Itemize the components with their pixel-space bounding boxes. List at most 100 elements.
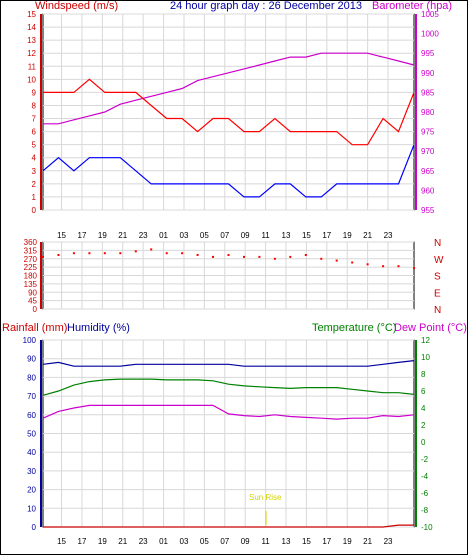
hour-tick-label-top: 03 — [180, 231, 189, 240]
direction-point — [258, 255, 261, 258]
compass-label: S — [434, 272, 441, 283]
hour-tick-label-bottom: 21 — [118, 537, 127, 546]
baro-ytick-label: 980 — [421, 108, 435, 117]
temp-ytick-label: -10 — [421, 523, 433, 532]
hour-tick-label-bottom: 19 — [98, 537, 107, 546]
hour-tick-label-bottom: 13 — [282, 537, 291, 546]
hour-tick-label-top: 15 — [302, 231, 311, 240]
hour-tick-label-top: 01 — [159, 231, 168, 240]
wind-ytick-label: 0 — [32, 206, 37, 215]
temp-ytick-label: 0 — [421, 438, 426, 447]
baro-ytick-label: 960 — [421, 186, 435, 195]
wind-ytick-label: 6 — [32, 128, 37, 137]
wind-ytick-label: 10 — [27, 75, 36, 84]
dewpoint-line — [42, 404, 415, 420]
baro-ytick-label: 990 — [421, 69, 435, 78]
baro-ytick-label: 955 — [421, 206, 435, 215]
compass-label: E — [434, 288, 441, 299]
wind-ytick-label: 13 — [27, 36, 36, 45]
hour-tick-label-bottom: 05 — [200, 537, 209, 546]
wind-ytick-label: 14 — [27, 23, 36, 32]
grid-layer — [43, 13, 414, 528]
humidity-label: Humidity (%) — [67, 322, 130, 334]
hour-tick-label-top: 09 — [241, 231, 250, 240]
windspeed-axis-title: Windspeed (m/s) — [35, 0, 118, 12]
humidity-ytick-label: 10 — [27, 504, 36, 513]
temp-ytick-label: 12 — [421, 336, 430, 345]
temp-ytick-label: 10 — [421, 353, 430, 362]
dir-ytick-label: 180 — [24, 272, 38, 281]
compass-label: W — [434, 255, 444, 266]
temp-ytick-label: 8 — [421, 370, 426, 379]
compass-label: N — [434, 305, 441, 316]
hour-tick-label-top: 19 — [343, 231, 352, 240]
baro-ytick-label: 970 — [421, 147, 435, 156]
direction-point — [335, 259, 338, 262]
dir-ytick-label: 225 — [24, 263, 38, 272]
direction-point — [289, 255, 292, 258]
direction-point — [212, 255, 214, 258]
wind-ytick-label: 7 — [32, 115, 37, 124]
humidity-ytick-label: 30 — [27, 467, 36, 476]
sunrise-label: Sun Rise — [249, 493, 282, 502]
hour-tick-label-top: 17 — [78, 231, 87, 240]
temp-ytick-label: 4 — [421, 404, 426, 413]
baro-ytick-label: 1005 — [421, 10, 439, 19]
direction-point — [382, 265, 385, 268]
direction-point — [181, 252, 184, 255]
wind-ytick-label: 1 — [32, 193, 37, 202]
baro-ytick-label: 995 — [421, 49, 435, 58]
direction-point — [72, 252, 75, 255]
humidity-ytick-label: 70 — [27, 392, 36, 401]
direction-point — [119, 252, 122, 255]
temp-ytick-label: -8 — [421, 506, 429, 515]
humidity-ytick-label: 0 — [32, 523, 37, 532]
temperature-line — [42, 378, 415, 396]
temp-ytick-label: -4 — [421, 472, 429, 481]
direction-point — [304, 254, 307, 256]
direction-point — [273, 257, 276, 260]
direction-point — [227, 254, 230, 256]
wind-gust-line — [43, 78, 415, 146]
wind-ytick-label: 11 — [28, 62, 37, 71]
dir-ytick-label: 270 — [24, 255, 38, 264]
wind-ytick-label: 3 — [32, 167, 37, 176]
baro-ytick-label: 975 — [421, 128, 435, 137]
direction-point — [165, 252, 168, 255]
hour-tick-label-top: 13 — [282, 231, 291, 240]
temp-ytick-label: 2 — [421, 421, 426, 430]
direction-point — [134, 250, 137, 253]
baro-ytick-label: 1000 — [421, 30, 439, 39]
direction-point — [366, 263, 369, 266]
direction-point — [351, 261, 354, 264]
direction-point — [397, 265, 400, 268]
hour-tick-label-top: 17 — [322, 231, 331, 240]
humidity-ytick-label: 40 — [27, 448, 36, 457]
direction-point — [103, 252, 106, 255]
humidity-ytick-label: 20 — [27, 486, 36, 495]
chart-title: 24 hour graph day : 26 December 2013 — [170, 0, 362, 12]
barometer-axis-title: Barometer (hpa) — [372, 0, 452, 12]
dir-ytick-label: 45 — [28, 297, 37, 306]
temp-ytick-label: -2 — [421, 455, 429, 464]
hour-tick-label-top: 23 — [384, 231, 393, 240]
hour-tick-label-top: 15 — [57, 231, 66, 240]
direction-point — [196, 254, 199, 256]
temp-ytick-label: 6 — [421, 387, 426, 396]
wind-ytick-label: 5 — [32, 141, 37, 150]
wind-avg-line — [42, 144, 415, 198]
dewpoint-label: Dew Point (°C) — [394, 322, 467, 334]
direction-point — [413, 267, 415, 270]
direction-point — [320, 257, 323, 260]
hour-tick-label-top: 11 — [261, 231, 270, 240]
hour-tick-label-top: 07 — [220, 231, 229, 240]
hour-tick-label-top: 05 — [200, 231, 209, 240]
axes-layer: 0123456789101112131415955960965970975980… — [23, 10, 444, 546]
direction-point — [42, 255, 44, 258]
temp-ytick-label: -6 — [421, 489, 429, 498]
dir-ytick-label: 90 — [28, 288, 37, 297]
wind-ytick-label: 8 — [32, 101, 37, 110]
hour-tick-label-top: 19 — [98, 231, 107, 240]
